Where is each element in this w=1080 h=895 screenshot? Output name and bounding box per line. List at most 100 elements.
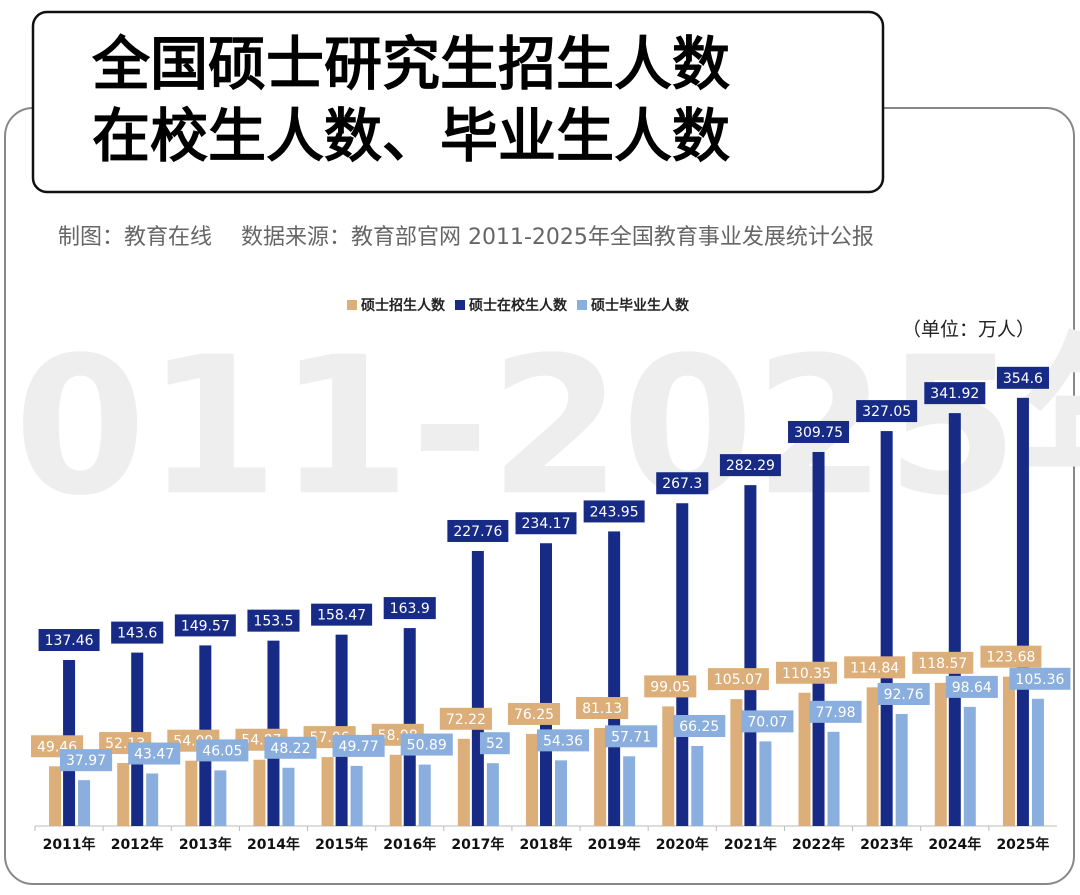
bar <box>214 770 227 826</box>
x-tick-label: 2017年 <box>451 836 504 853</box>
value-label: 282.29 <box>726 458 775 474</box>
value-label: 114.84 <box>850 660 899 676</box>
value-label-box <box>111 621 164 644</box>
value-label-box <box>264 736 317 759</box>
value-label-box <box>576 697 629 720</box>
value-label-box <box>741 710 794 733</box>
bar <box>934 682 947 826</box>
bar <box>623 756 636 826</box>
value-label-box <box>332 734 385 757</box>
bar <box>594 728 607 826</box>
x-tick-label: 2018年 <box>520 836 573 853</box>
bar <box>744 485 757 826</box>
value-label: 48.22 <box>270 741 310 757</box>
value-label-box <box>912 651 974 674</box>
value-label-box <box>447 519 509 542</box>
title-box <box>31 10 885 194</box>
bar <box>895 713 908 826</box>
bar <box>146 773 159 826</box>
value-label-box <box>844 656 906 679</box>
subtitle: 制图：教育在线 数据来源：教育部官网 2011-2025年全国教育事业发展统计公… <box>58 225 874 250</box>
bar <box>350 765 363 826</box>
bar <box>457 738 470 826</box>
value-label: 37.97 <box>66 753 106 769</box>
bar <box>963 706 976 826</box>
value-label: 153.5 <box>253 614 293 630</box>
bar <box>691 746 704 826</box>
value-label-box <box>507 702 561 725</box>
value-label: 46.05 <box>202 743 242 759</box>
value-label-box <box>196 739 249 762</box>
x-tick-label: 2024年 <box>928 836 981 853</box>
bar <box>555 760 567 826</box>
value-label: 118.57 <box>918 656 967 672</box>
bar <box>1016 397 1029 826</box>
value-label-box <box>439 707 492 730</box>
legend-label: 硕士毕业生人数 <box>591 297 690 314</box>
value-label-box <box>311 603 373 626</box>
value-label-box <box>945 675 998 698</box>
x-tick-label: 2011年 <box>43 836 96 853</box>
bar <box>117 763 130 826</box>
legend-label: 硕士在校生人数 <box>469 297 568 314</box>
bar <box>730 699 743 826</box>
value-label: 76.25 <box>514 707 554 723</box>
chart-title: 在校生人数、毕业生人数 <box>92 102 730 170</box>
value-label-box <box>656 472 709 495</box>
value-label-box <box>809 700 862 723</box>
x-tick-label: 2014年 <box>247 836 300 853</box>
value-label-box <box>400 733 453 756</box>
bar <box>1031 698 1044 826</box>
bar <box>608 531 621 826</box>
x-tick-label: 2022年 <box>792 836 845 853</box>
value-label: 110.35 <box>782 666 831 682</box>
bar <box>49 766 62 826</box>
bar <box>185 760 198 826</box>
value-label-box <box>644 675 697 698</box>
bar <box>526 733 538 826</box>
value-label-box <box>247 609 300 632</box>
x-tick-label: 2015年 <box>315 836 368 853</box>
value-label: 49.77 <box>339 739 379 755</box>
watermark: 2011-2025年 <box>0 316 1080 537</box>
value-label: 267.3 <box>662 476 702 492</box>
legend-swatch <box>577 300 587 310</box>
value-label-box <box>719 454 781 477</box>
value-label-box <box>856 400 918 423</box>
value-label: 77.98 <box>815 705 855 721</box>
bar <box>759 741 772 826</box>
value-label-box <box>877 682 930 705</box>
value-label-box <box>924 382 986 405</box>
value-label-box <box>996 366 1049 389</box>
value-label: 149.57 <box>181 618 230 634</box>
bar <box>662 706 675 826</box>
value-label-box <box>38 629 100 652</box>
value-label: 105.36 <box>1015 672 1064 688</box>
bar <box>676 503 689 826</box>
legend-swatch <box>347 300 357 310</box>
value-label-box <box>980 645 1042 668</box>
value-label: 243.95 <box>590 504 639 520</box>
value-label: 158.47 <box>317 608 366 624</box>
value-label: 227.76 <box>453 524 502 540</box>
value-label-box <box>60 749 113 772</box>
value-label: 327.05 <box>862 404 911 420</box>
value-label-box <box>707 668 769 691</box>
value-label: 143.6 <box>117 626 157 642</box>
value-label-box <box>128 742 181 765</box>
x-tick-label: 2023年 <box>860 836 913 853</box>
value-label: 70.07 <box>747 714 787 730</box>
bar <box>866 687 879 826</box>
bar <box>389 754 402 826</box>
unit-note: （单位：万人） <box>902 319 1035 341</box>
bar <box>282 767 295 826</box>
x-tick-label: 2021年 <box>724 836 777 853</box>
value-label: 163.9 <box>390 601 430 617</box>
value-label: 354.6 <box>1003 371 1043 387</box>
bar <box>827 731 840 826</box>
value-label: 72.22 <box>446 712 486 728</box>
value-label-box <box>479 732 510 755</box>
x-tick-label: 2012年 <box>111 836 164 853</box>
bar <box>321 757 334 826</box>
value-label-box <box>515 512 577 535</box>
